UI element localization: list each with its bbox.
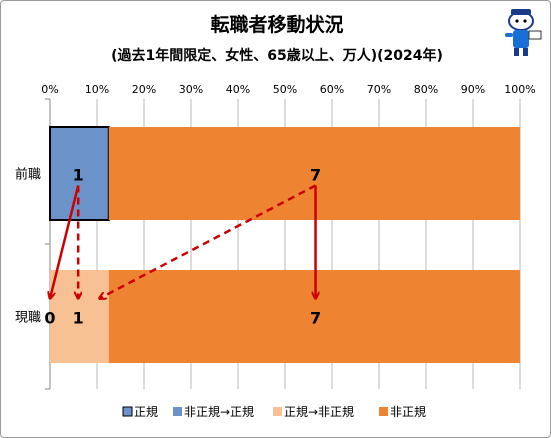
x-tick-label: 10%: [85, 83, 109, 96]
cat-mascot-icon: [505, 9, 542, 56]
category-label: 現職: [15, 311, 41, 326]
legend-label: 非正規→正規: [184, 404, 254, 419]
x-tick-label: 20%: [132, 83, 156, 96]
data-label: 1: [73, 309, 84, 328]
chart-subtitle: (過去1年間限定、女性、65歳以上、万人)(2024年): [111, 47, 443, 64]
x-tick-label: 0%: [41, 83, 58, 96]
x-tick-label: 80%: [414, 83, 438, 96]
x-tick-label: 90%: [461, 83, 485, 96]
data-label: 0: [44, 309, 55, 328]
data-label: 7: [310, 309, 321, 328]
category-label: 前職: [15, 167, 41, 183]
x-tick-label: 100%: [504, 83, 535, 96]
flow-arrow: [50, 185, 80, 299]
flow-arrows: [50, 184, 317, 299]
data-label: 1: [73, 166, 84, 185]
legend-swatch: [122, 406, 133, 417]
chart-title: 転職者移動状況: [210, 13, 343, 36]
data-label: 7: [310, 166, 321, 185]
x-tick-labels: 0% 10% 20% 30% 40% 50% 60% 70% 80% 90% 100%: [41, 83, 535, 96]
legend-swatch: [379, 407, 388, 416]
x-tick-label: 30%: [179, 83, 203, 96]
x-tick-label: 50%: [273, 83, 297, 96]
legend-swatch: [173, 407, 182, 416]
x-tick-label: 70%: [367, 83, 391, 96]
legend-label: 正規: [134, 404, 158, 419]
legend-swatch: [273, 407, 282, 416]
legend: 正規 非正規→正規 正規→非正規 非正規: [122, 404, 426, 419]
flow-arrow: [99, 184, 317, 299]
x-tick-label: 60%: [320, 83, 344, 96]
legend-label: 非正規: [390, 404, 426, 419]
data-labels: 1 70 1 7: [44, 166, 321, 328]
x-tick-label: 40%: [226, 83, 250, 96]
legend-label: 正規→非正規: [284, 404, 354, 419]
